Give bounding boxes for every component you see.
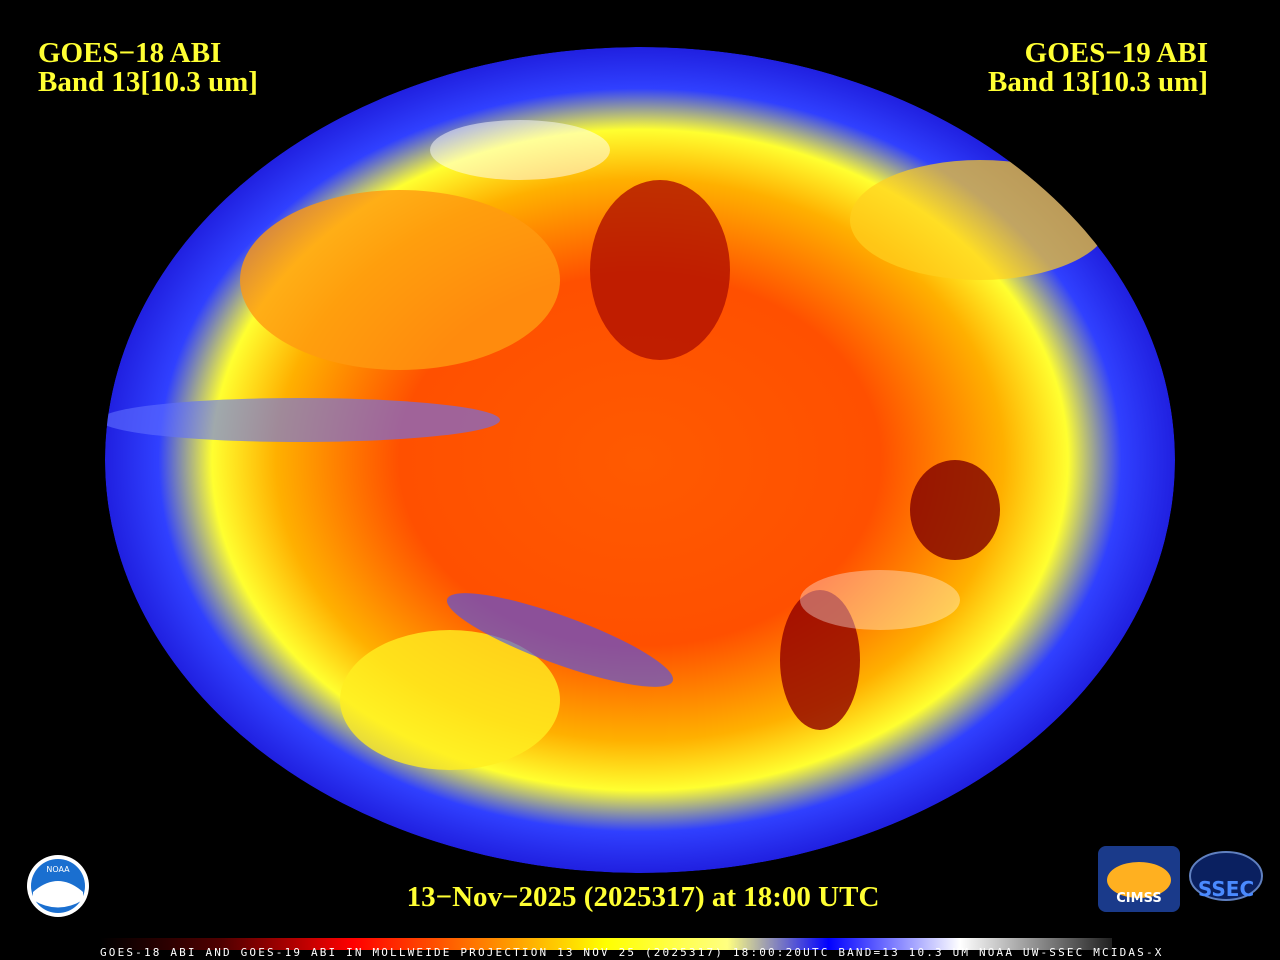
ssec-logo: SSEC — [1189, 851, 1263, 901]
header-right-line1: GOES−19 ABI — [1025, 37, 1208, 69]
cimss-label: CIMSS — [1116, 891, 1161, 906]
ssec-label: SSEC — [1198, 877, 1254, 901]
footer-caption: GOES-18 ABI AND GOES-19 ABI IN MOLLWEIDE… — [100, 946, 1162, 959]
header-left-line1: GOES−18 ABI — [38, 37, 221, 69]
header-right-line2: Band 13[10.3 um] — [988, 66, 1208, 98]
noaa-logo: NOAA — [27, 855, 89, 917]
cimss-logo: CIMSS — [1098, 846, 1180, 912]
noaa-label: NOAA — [46, 865, 70, 874]
globe — [105, 47, 1175, 873]
header-left-line2: Band 13[10.3 um] — [38, 66, 258, 98]
timestamp: 13−Nov−2025 (2025317) at 18:00 UTC — [407, 881, 880, 913]
color-bar — [100, 938, 1112, 950]
